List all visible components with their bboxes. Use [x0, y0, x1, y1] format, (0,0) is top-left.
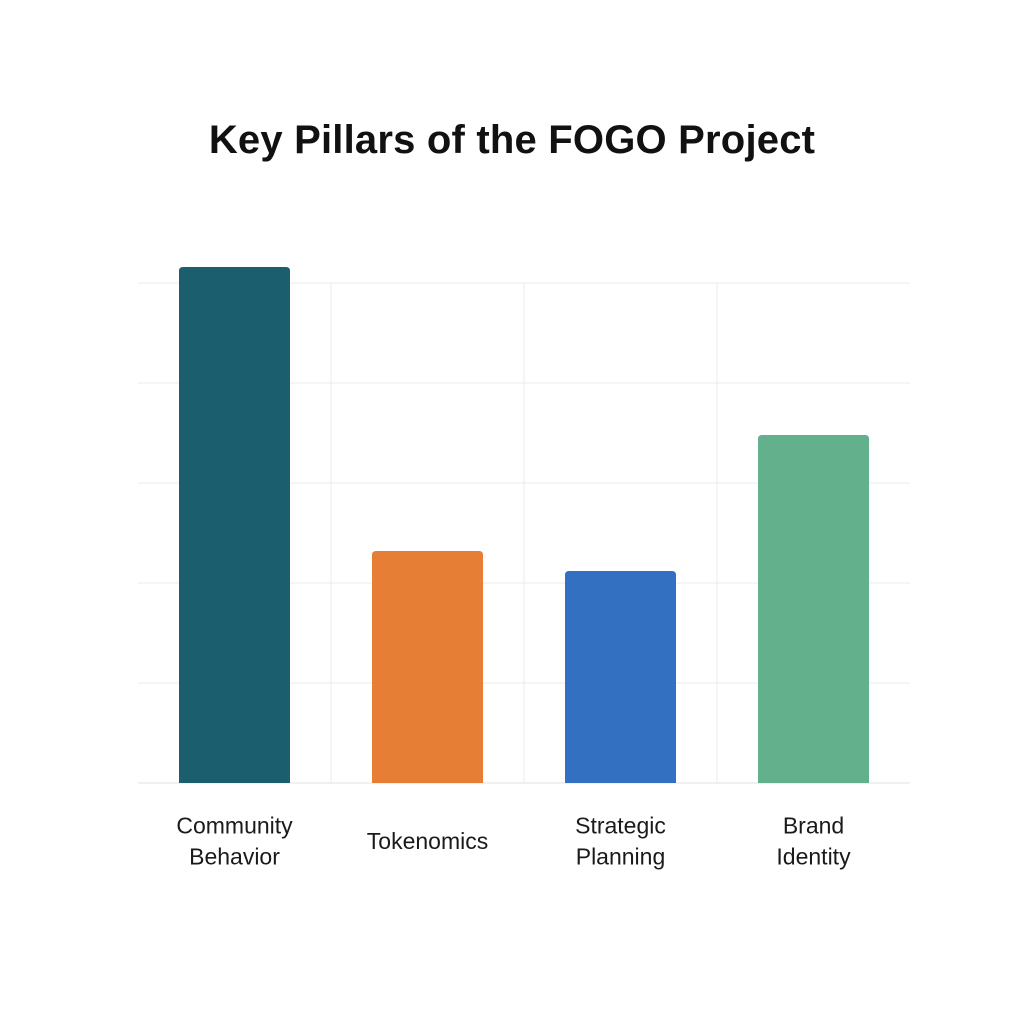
category-label-line: Behavior	[189, 844, 280, 870]
chart-title: Key Pillars of the FOGO Project	[208, 118, 816, 162]
bar-1	[372, 551, 483, 783]
category-label-line: Identity	[776, 844, 851, 870]
bar-3	[758, 435, 869, 783]
bar-0	[179, 267, 290, 783]
category-label-1: Tokenomics	[367, 828, 488, 854]
category-label-line: Tokenomics	[367, 828, 488, 854]
category-labels: Community Behavior Tokenomics Strategic Plan…	[176, 813, 851, 870]
category-label-line: Planning	[576, 844, 666, 870]
category-label-line: Strategic	[575, 813, 666, 839]
category-label-line: Community	[176, 813, 293, 839]
category-label-line: Brand	[783, 813, 844, 839]
bar-2	[565, 571, 676, 783]
bars	[179, 267, 869, 783]
category-label-0: Community Behavior	[176, 813, 293, 870]
category-label-3: Brand Identity	[776, 813, 851, 870]
category-label-2: Strategic Planning	[575, 813, 666, 870]
